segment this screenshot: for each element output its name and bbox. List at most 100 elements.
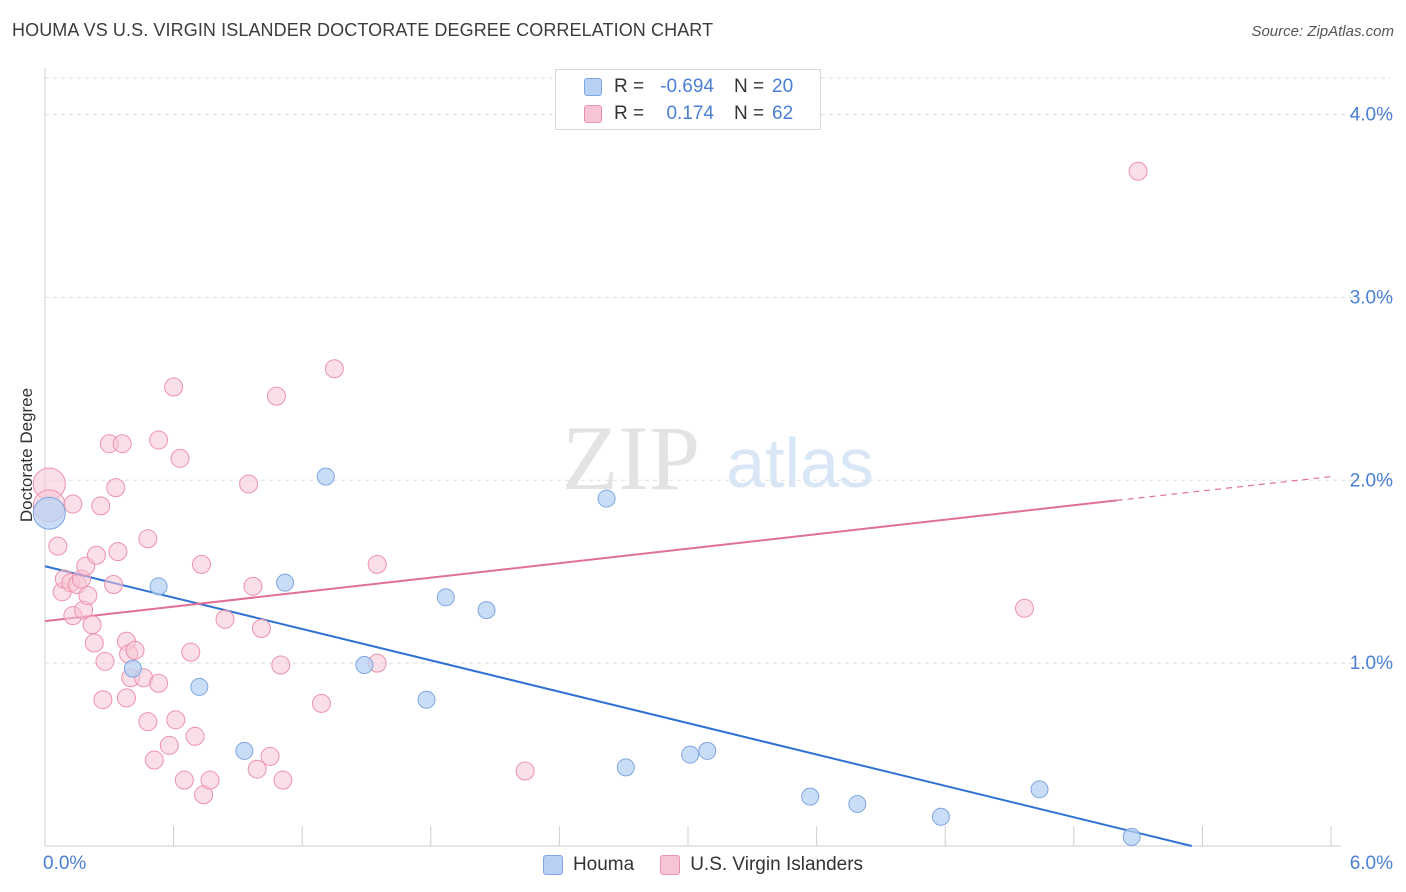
vi-legend-swatch (660, 855, 681, 875)
axes (44, 68, 1341, 847)
point-vi (215, 609, 235, 629)
point-vi (200, 770, 220, 790)
point-vi (112, 434, 132, 454)
source-label: Source: ZipAtlas.com (1251, 23, 1394, 40)
vi-swatch (584, 105, 602, 123)
watermark: ZIP atlas (562, 407, 874, 509)
point-vi (144, 750, 164, 770)
trend-line-vi-extension (1116, 476, 1332, 501)
grid-layer (45, 77, 1391, 664)
point-vi (260, 746, 280, 766)
point-vi (191, 554, 211, 574)
stats-row-vi: R = 0.174 N = 62 (556, 101, 820, 127)
y-tick-label: 4.0% (1350, 105, 1393, 126)
point-vi (271, 655, 291, 675)
point-vi (78, 585, 98, 605)
point-vi (93, 690, 113, 710)
trend-lines (44, 476, 1332, 847)
point-vi (149, 673, 169, 693)
legend-item-houma[interactable]: Houma (542, 854, 635, 876)
point-vi (149, 430, 169, 450)
point-vi (1128, 161, 1148, 181)
point-vi (367, 554, 387, 574)
trend-line-vi (44, 499, 1117, 623)
point-houma (698, 741, 717, 760)
n-value-vi: 62 (772, 103, 794, 124)
legend-label-houma: Houma (572, 854, 635, 875)
point-houma (316, 467, 335, 486)
point-vi (63, 494, 83, 514)
point-vi (86, 545, 106, 565)
stats-legend-box: R = -0.694 N = 20 R = 0.174 N = 62 (555, 69, 821, 130)
point-houma (801, 787, 820, 806)
point-houma (616, 758, 635, 777)
point-houma (149, 577, 168, 596)
point-houma (276, 573, 295, 592)
point-vi (170, 448, 190, 468)
point-houma (1030, 780, 1049, 799)
point-vi (1015, 598, 1035, 618)
point-vi (48, 536, 68, 556)
stats-row-houma: R = -0.694 N = 20 (556, 74, 820, 100)
chart-title: HOUMA VS U.S. VIRGIN ISLANDER DOCTORATE … (12, 20, 714, 40)
tick-labels: 1.0% 2.0% 3.0% 4.0% 0.0% 6.0% (43, 105, 1393, 874)
bottom-legend: Houma U.S. Virgin Islanders (0, 852, 1406, 878)
legend-item-vi[interactable]: U.S. Virgin Islanders (660, 854, 863, 876)
point-vi (91, 496, 111, 516)
point-vi (311, 693, 331, 713)
point-houma (681, 745, 700, 764)
point-vi (108, 542, 128, 562)
point-vi (181, 642, 201, 662)
point-vi (273, 770, 293, 790)
x-tick-label: 0.0% (43, 853, 86, 874)
point-houma (848, 794, 867, 813)
point-houma (931, 807, 950, 826)
point-vi (515, 761, 535, 781)
point-houma (597, 489, 616, 508)
point-houma (417, 690, 436, 709)
point-vi (164, 377, 184, 397)
x-tick-label: 6.0% (1350, 853, 1393, 874)
n-value-houma: 20 (772, 76, 794, 97)
n-label: N = (734, 76, 765, 97)
point-houma (32, 496, 66, 530)
point-houma (190, 677, 209, 696)
point-houma (436, 588, 455, 607)
r-label: R = (614, 103, 645, 124)
point-houma (1122, 827, 1141, 846)
point-vi (251, 618, 271, 638)
r-value-vi: 0.174 (666, 103, 714, 124)
point-vi (185, 726, 205, 746)
y-tick-label: 2.0% (1350, 470, 1393, 491)
trend-line-houma (44, 565, 1192, 847)
y-tick-label: 3.0% (1350, 287, 1393, 308)
point-vi (239, 474, 259, 494)
watermark-atlas: atlas (726, 424, 874, 502)
houma-legend-swatch (542, 855, 563, 875)
watermark-zip: ZIP (562, 407, 700, 509)
point-vi (125, 640, 145, 660)
point-vi (266, 386, 286, 406)
point-vi (82, 615, 102, 635)
point-vi (159, 735, 179, 755)
point-vi (247, 759, 267, 779)
legend-label-vi: U.S. Virgin Islanders (690, 854, 864, 875)
point-vi (138, 529, 158, 549)
data-points (32, 161, 1148, 846)
point-vi (166, 710, 186, 730)
point-houma (477, 601, 496, 620)
point-vi (95, 651, 115, 671)
point-vi (116, 688, 136, 708)
point-vi (324, 359, 344, 379)
point-houma (355, 655, 374, 674)
point-houma (123, 659, 142, 678)
n-label: N = (734, 103, 765, 124)
point-vi (104, 575, 124, 595)
point-vi (84, 633, 104, 653)
point-vi (106, 478, 126, 498)
point-vi (243, 576, 263, 596)
point-vi (138, 712, 158, 732)
point-houma (235, 741, 254, 760)
r-label: R = (614, 76, 645, 97)
